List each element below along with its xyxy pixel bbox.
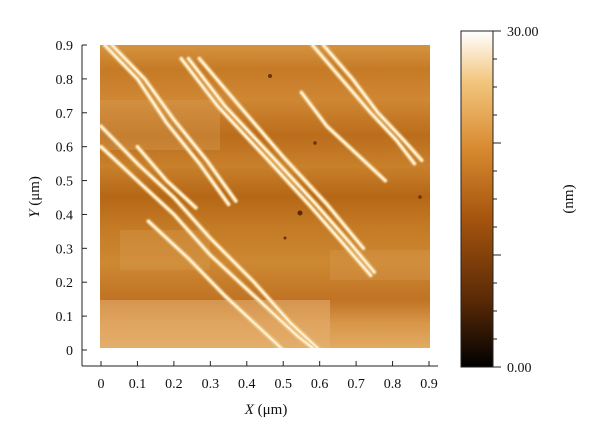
- fiber: [322, 45, 423, 162]
- x-tick-label: 0.8: [384, 377, 402, 392]
- y-tick-label: 0.6: [56, 141, 74, 156]
- bright-patch: [100, 100, 220, 150]
- y-tick-label: 0.1: [56, 310, 74, 325]
- x-tick-label: 0.7: [347, 377, 365, 392]
- colorbar-unit-label: (nm): [561, 184, 577, 213]
- x-axis-title: X (μm): [244, 402, 288, 418]
- colorbar-max-label: 30.00: [507, 25, 539, 40]
- y-axis-title: Y (μm): [27, 176, 43, 218]
- fiber: [198, 57, 365, 250]
- y-tick-label: 0.9: [56, 39, 74, 54]
- y-tick-label: 0.2: [56, 276, 74, 291]
- fiber: [187, 57, 376, 273]
- dark-pit: [283, 236, 287, 240]
- bright-patch: [330, 250, 430, 280]
- x-ticks: 0 0.1 0.2 0.3 0.4 0.5 0.6 0.7 0.8 0.9: [98, 361, 438, 392]
- fiber: [311, 45, 416, 165]
- fiber: [300, 91, 387, 182]
- fiber: [100, 125, 319, 348]
- bright-patch: [100, 300, 330, 348]
- colorbar: 30.00 0.00 (nm): [460, 25, 577, 376]
- y-tick-label: 0.4: [56, 208, 74, 223]
- fiber: [103, 45, 230, 206]
- x-tick-label: 0.2: [165, 377, 183, 392]
- y-tick-label: 0.8: [56, 73, 74, 88]
- y-tick-label: 0.7: [56, 107, 74, 122]
- y-ticks: 0 0.1 0.2 0.3 0.4 0.5 0.6 0.7 0.8 0.9: [56, 39, 87, 359]
- fiber: [147, 220, 283, 348]
- x-tick-label: 0: [98, 377, 105, 392]
- colorbar-gradient: [460, 30, 494, 368]
- heatmap-image: [100, 45, 430, 348]
- colorbar-ticks: [493, 30, 501, 368]
- dark-pit: [297, 210, 303, 216]
- x-tick-label: 0.6: [311, 377, 329, 392]
- x-tick-label: 0.3: [202, 377, 220, 392]
- y-tick-label: 0.3: [56, 242, 74, 257]
- axes: 0 0.1 0.2 0.3 0.4 0.5 0.6 0.7 0.8 0.9 00.10.20.30…: [56, 39, 438, 392]
- dark-pit: [418, 195, 422, 199]
- fiber: [136, 145, 197, 209]
- fiber-layer: [100, 45, 424, 348]
- dark-pit: [313, 141, 317, 145]
- y-tick-label: 0.5: [56, 175, 74, 190]
- fiber: [180, 57, 372, 277]
- dark-pit: [268, 74, 272, 78]
- y-tick-label: 0: [66, 344, 73, 359]
- fiber: [111, 45, 237, 202]
- x-tick-label: 0.1: [129, 377, 147, 392]
- colorbar-min-label: 0.00: [507, 361, 532, 376]
- fiber: [100, 145, 315, 348]
- x-tick-label: 0.4: [238, 377, 256, 392]
- x-tick-label: 0.5: [274, 377, 292, 392]
- x-tick-label: 0.9: [420, 377, 438, 392]
